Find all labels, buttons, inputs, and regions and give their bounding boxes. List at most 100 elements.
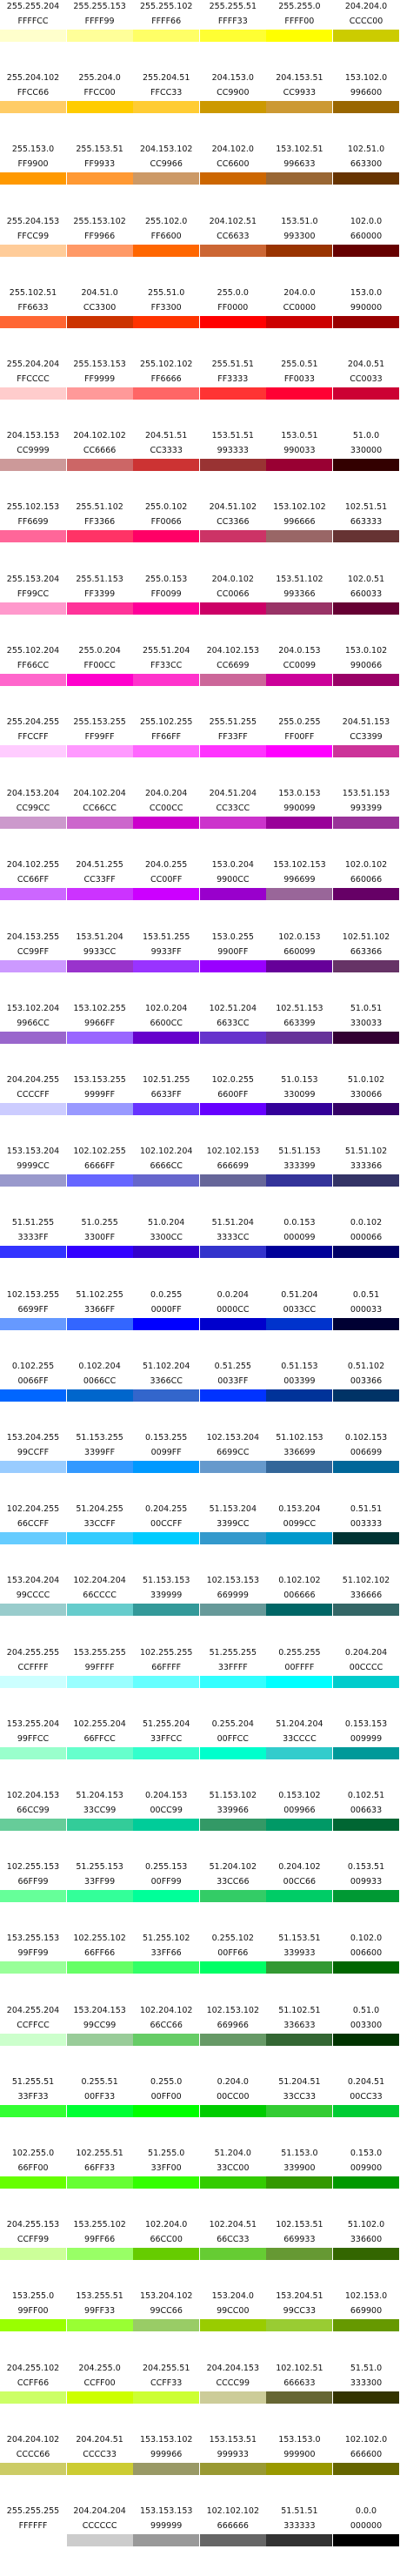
color-swatch-cell[interactable]: 153.51.51 993333 [199,429,266,472]
color-swatch-cell[interactable]: 51.204.204 33CCCC [266,1718,333,1759]
color-swatch[interactable] [199,2319,266,2332]
color-swatch[interactable] [266,1961,333,1974]
color-swatch-cell[interactable]: 153.153.255 9999FF [66,1073,133,1115]
color-swatch[interactable] [266,530,333,543]
color-swatch[interactable] [66,530,133,543]
color-swatch-cell[interactable]: 255.0.102 FF0066 [133,501,200,543]
color-swatch[interactable] [266,2248,333,2261]
color-swatch[interactable] [266,1389,333,1402]
color-swatch-cell[interactable]: 255.0.0 FF0000 [199,286,266,328]
color-swatch-cell[interactable]: 204.102.204 CC66CC [66,787,133,830]
color-swatch-cell[interactable]: 153.153.51 999933 [199,2433,266,2475]
color-swatch-cell[interactable]: 153.204.204 99CCCC [0,1574,66,1617]
color-swatch-cell[interactable]: 153.0.255 9900FF [199,931,266,972]
color-swatch-cell[interactable]: 255.51.102 FF3366 [66,501,133,543]
color-swatch-cell[interactable]: 255.51.255 FF33FF [199,716,266,757]
color-swatch[interactable] [66,244,133,257]
color-swatch[interactable] [199,1246,266,1259]
color-swatch[interactable] [66,817,133,830]
color-swatch-cell[interactable]: 0.0.0 000000 [333,2505,399,2546]
color-swatch[interactable] [133,1819,200,1831]
color-swatch-cell[interactable]: 204.0.153 CC0099 [266,644,333,686]
color-swatch-cell[interactable]: 204.204.102 CCCC66 [0,2433,66,2475]
color-swatch[interactable] [333,1461,399,1473]
color-swatch[interactable] [199,1174,266,1187]
color-swatch[interactable] [133,2319,200,2332]
color-swatch-cell[interactable]: 0.153.153 009999 [333,1718,399,1759]
color-swatch-cell[interactable]: 102.0.102 660066 [333,858,399,901]
color-swatch[interactable] [266,244,333,257]
color-swatch[interactable] [199,530,266,543]
color-swatch[interactable] [266,387,333,400]
color-swatch[interactable] [266,2033,333,2046]
color-swatch-cell[interactable]: 102.255.0 66FF00 [0,2147,66,2189]
color-swatch-cell[interactable]: 102.51.204 6633CC [199,1002,266,1044]
color-swatch-cell[interactable]: 0.102.51 006633 [333,1789,399,1831]
color-swatch-cell[interactable]: 51.102.102 336666 [333,1574,399,1617]
color-swatch[interactable] [199,2534,266,2546]
color-swatch-cell[interactable]: 51.102.255 3366FF [66,1288,133,1330]
color-swatch[interactable] [199,1317,266,1330]
color-swatch-cell[interactable]: 0.102.204 0066CC [66,1360,133,1402]
color-swatch[interactable] [199,1819,266,1831]
color-swatch-cell[interactable]: 0.204.204 00CCCC [333,1646,399,1688]
color-swatch-cell[interactable]: 0.204.255 00CCFF [133,1503,200,1545]
color-swatch[interactable] [266,459,333,472]
color-swatch-cell[interactable]: 255.153.153 FF9999 [66,358,133,400]
color-swatch-cell[interactable]: 153.204.255 99CCFF [0,1431,66,1473]
color-swatch-cell[interactable]: 255.255.102 FFFF66 [133,0,200,42]
color-swatch-cell[interactable]: 102.51.153 663399 [266,1002,333,1044]
color-swatch-cell[interactable]: 102.255.255 66FFFF [133,1646,200,1688]
color-swatch-cell[interactable]: 0.51.153 003399 [266,1360,333,1402]
color-swatch[interactable] [0,1246,66,1259]
color-swatch[interactable] [333,1604,399,1617]
color-swatch[interactable] [199,459,266,472]
color-swatch-cell[interactable]: 255.204.51 FFCC33 [133,71,200,114]
color-swatch-cell[interactable]: 102.0.255 6600FF [199,1073,266,1115]
color-swatch-cell[interactable]: 204.102.255 CC66FF [0,858,66,901]
color-swatch[interactable] [66,387,133,400]
color-swatch-cell[interactable]: 153.204.51 99CC33 [266,2290,333,2332]
color-swatch[interactable] [0,1746,66,1759]
color-swatch[interactable] [199,30,266,42]
color-swatch-cell[interactable]: 102.255.102 66FF66 [66,1932,133,1974]
color-swatch-cell[interactable]: 255.255.204 FFFFCC [0,0,66,42]
color-swatch-cell[interactable]: 51.204.102 33CC66 [199,1860,266,1903]
color-swatch[interactable] [199,959,266,972]
color-swatch-cell[interactable]: 153.204.102 99CC66 [133,2290,200,2332]
color-swatch-cell[interactable]: 153.255.0 99FF00 [0,2290,66,2332]
color-swatch-cell[interactable]: 153.102.204 9966CC [0,1002,66,1044]
color-swatch[interactable] [333,2176,399,2189]
color-swatch-cell[interactable]: 204.153.153 CC9999 [0,429,66,472]
color-swatch[interactable] [0,745,66,757]
color-swatch[interactable] [133,1031,200,1044]
color-swatch-cell[interactable]: 153.255.102 99FF66 [66,2218,133,2261]
color-swatch-cell[interactable]: 255.255.51 FFFF33 [199,0,266,42]
color-swatch[interactable] [133,2391,200,2404]
color-swatch[interactable] [266,1461,333,1473]
color-swatch-cell[interactable]: 102.204.51 66CC33 [199,2218,266,2261]
color-swatch-cell[interactable]: 255.255.153 FFFF99 [66,0,133,42]
color-swatch[interactable] [333,2248,399,2261]
color-swatch[interactable] [0,101,66,114]
color-swatch[interactable] [266,1890,333,1903]
color-swatch-cell[interactable]: 0.51.51 003333 [333,1503,399,1545]
color-swatch[interactable] [199,2248,266,2261]
color-swatch[interactable] [199,1532,266,1545]
color-swatch-cell[interactable]: 255.255.255 FFFFFF [0,2505,66,2546]
color-swatch[interactable] [133,673,200,686]
color-swatch[interactable] [133,602,200,615]
color-swatch-cell[interactable]: 102.102.0 666600 [333,2433,399,2475]
color-swatch-cell[interactable]: 153.102.0 996600 [333,71,399,114]
color-swatch[interactable] [333,530,399,543]
color-swatch[interactable] [266,315,333,328]
color-swatch[interactable] [333,1890,399,1903]
color-swatch[interactable] [199,1961,266,1974]
color-swatch[interactable] [266,1604,333,1617]
color-swatch[interactable] [199,1031,266,1044]
color-swatch-cell[interactable]: 0.153.204 0099CC [266,1503,333,1545]
color-swatch-cell[interactable]: 204.51.153 CC3399 [333,716,399,757]
color-swatch-cell[interactable]: 51.102.204 3366CC [133,1360,200,1402]
color-swatch[interactable] [333,101,399,114]
color-swatch-cell[interactable]: 51.0.255 3300FF [66,1216,133,1259]
